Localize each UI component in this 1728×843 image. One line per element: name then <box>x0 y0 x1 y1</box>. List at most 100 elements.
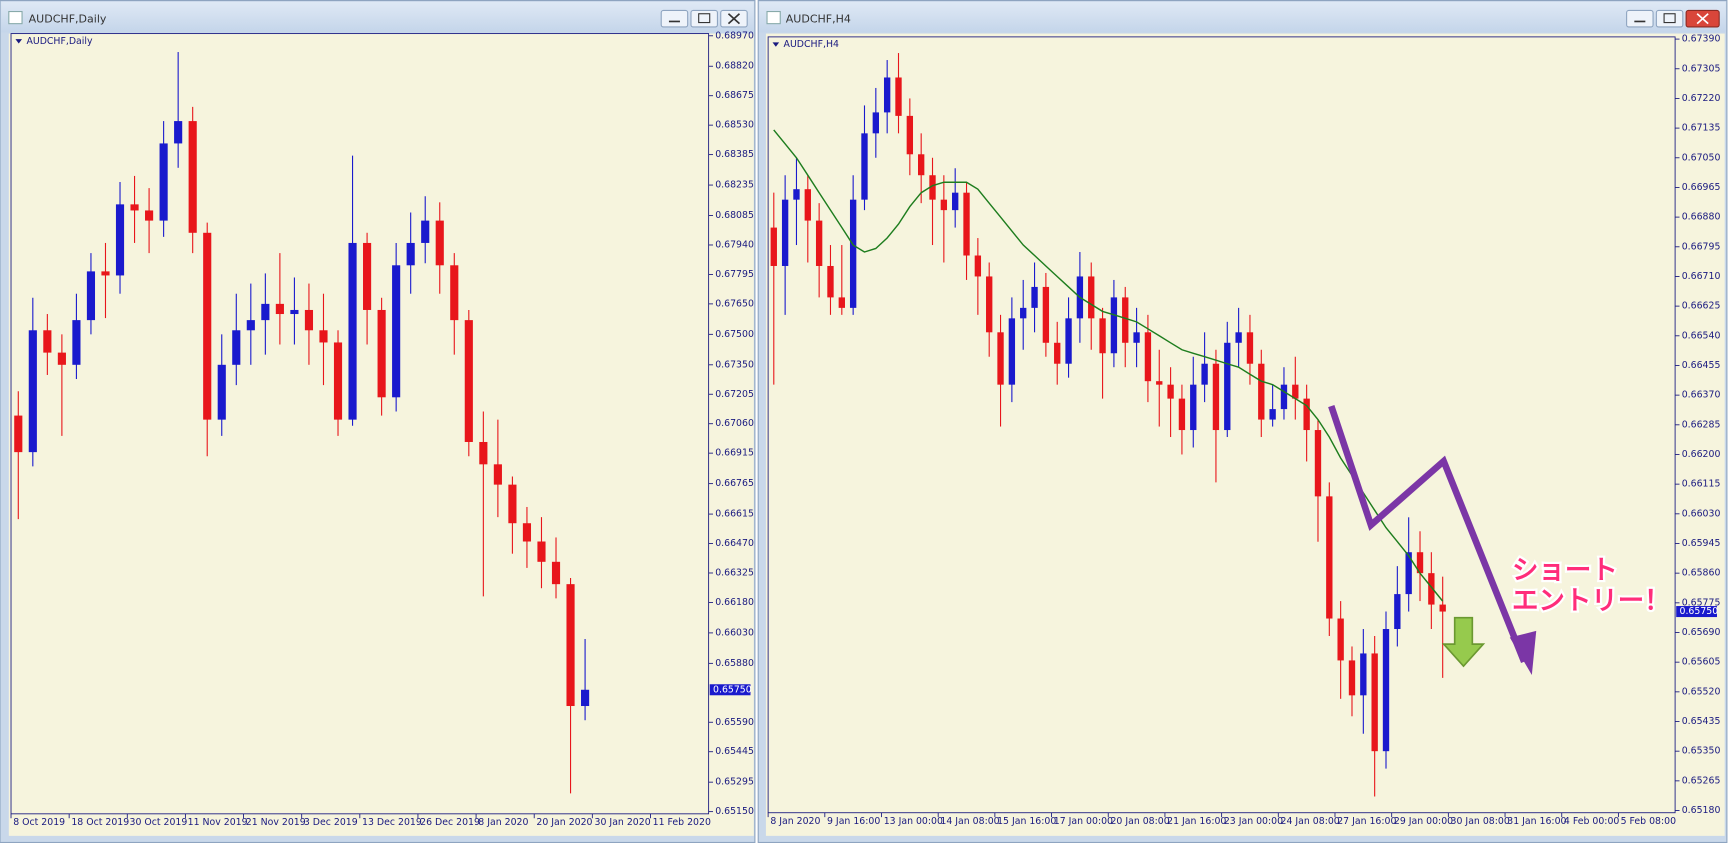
maximize-button[interactable] <box>690 9 718 28</box>
candle-body <box>1212 363 1220 431</box>
minimize-button[interactable] <box>660 9 689 28</box>
candle-body <box>203 232 212 420</box>
y-tick-label: 0.66285 <box>1682 419 1721 430</box>
candle-body <box>1224 342 1231 431</box>
chart: AUDCHF,Daily 0.68970 0.68820 0.68675 0.68530… <box>10 30 754 828</box>
candle-body <box>1065 318 1072 364</box>
x-tick-label: 30 Jan 08:00 <box>1451 816 1510 827</box>
current-price-label: 0.65750 <box>1680 606 1719 617</box>
candle-body <box>217 364 226 420</box>
x-tick-label: 20 Jan 08:00 <box>1110 816 1169 827</box>
y-tick-label: 0.66965 <box>1682 182 1721 193</box>
y-tick-label: 0.66540 <box>1682 330 1721 341</box>
candle-body <box>906 115 914 155</box>
window-buttons[interactable] <box>1626 9 1720 28</box>
x-tick-label: 23 Jan 00:00 <box>1224 816 1283 827</box>
candle-body <box>275 303 284 315</box>
x-tick-label: 15 Jan 16:00 <box>997 816 1056 827</box>
candle-body <box>188 121 197 233</box>
candle-body <box>363 242 372 310</box>
candle-body <box>986 276 993 333</box>
candle-body <box>551 561 561 585</box>
y-tick-label: 0.66915 <box>715 448 754 459</box>
x-tick-label: 13 Dec 2019 <box>362 817 422 828</box>
candle-body <box>479 441 488 465</box>
zigzag-arrow <box>1328 405 1528 663</box>
window-icon <box>766 10 781 25</box>
candle-body <box>581 689 590 707</box>
candle-body <box>1167 384 1174 399</box>
y-tick-label: 0.66795 <box>1682 241 1721 252</box>
x-tick-label: 8 Oct 2019 <box>13 817 65 828</box>
candle-body <box>781 199 789 266</box>
chart-title: AUDCHF,Daily <box>26 36 93 47</box>
window-title: AUDCHF,H4 <box>786 12 851 25</box>
candle-body <box>1326 496 1333 619</box>
arrow-head <box>1509 630 1537 675</box>
y-tick-label: 0.68530 <box>715 120 754 131</box>
annotation-text: エントリー！ <box>1512 586 1671 617</box>
candle-body <box>522 523 532 542</box>
chart: AUDCHF,H4 0.67390 0.67305 0.67220 0.67135 0.6… <box>767 34 1721 827</box>
x-tick-label: 14 Jan 08:00 <box>940 816 999 827</box>
y-tick-label: 0.66115 <box>1682 479 1721 490</box>
x-tick-label: 11 Feb 2020 <box>653 817 711 828</box>
candle-body <box>872 112 880 134</box>
icon <box>1663 13 1676 24</box>
candle-body <box>1246 332 1254 364</box>
y-tick-label: 0.66455 <box>1682 360 1721 371</box>
candle-body <box>145 210 154 221</box>
candle-body <box>1110 297 1118 354</box>
y-tick-label: 0.66615 <box>715 509 754 520</box>
x-tick-label: 30 Oct 2019 <box>129 817 187 828</box>
title-bar <box>759 1 1726 33</box>
y-tick-label: 0.65150 <box>715 806 754 817</box>
candle-body <box>435 220 444 266</box>
x-tick-label: 11 Nov 2019 <box>188 817 248 828</box>
y-tick-label: 0.65880 <box>715 658 754 669</box>
candle-body <box>246 320 255 331</box>
candle-body <box>28 330 37 453</box>
y-tick-label: 0.67050 <box>1682 152 1721 163</box>
y-tick-label: 0.67205 <box>715 389 754 400</box>
window-buttons[interactable] <box>660 9 748 28</box>
maximize-button[interactable] <box>1655 9 1684 28</box>
candle-body <box>861 133 868 200</box>
minimize-button[interactable] <box>1626 9 1654 28</box>
candle-body <box>406 242 415 266</box>
candle-body <box>815 220 823 266</box>
candle-body <box>377 309 386 398</box>
candle-body <box>940 199 948 211</box>
candle-body <box>918 154 925 176</box>
candle-body <box>232 330 241 365</box>
x-tick-label: 29 Jan 00:00 <box>1394 816 1453 827</box>
candle-body <box>1348 660 1356 696</box>
candle-body <box>1439 604 1446 612</box>
candle-body <box>1156 381 1163 385</box>
candle-body <box>304 309 314 331</box>
candle-body <box>101 271 110 276</box>
candle-body <box>1122 297 1129 343</box>
y-tick-label: 0.65775 <box>1682 597 1721 608</box>
y-tick-label: 0.67940 <box>715 239 754 250</box>
y-tick-label: 0.65860 <box>1682 568 1721 579</box>
candle-body <box>1292 384 1299 399</box>
candle-body <box>290 309 299 315</box>
y-tick-label: 0.68235 <box>715 180 754 191</box>
candle-body <box>929 175 936 200</box>
candle-body <box>348 242 357 420</box>
x-tick-label: 8 Jan 2020 <box>770 816 820 827</box>
candle-body <box>1144 332 1152 382</box>
icon <box>727 13 741 25</box>
y-tick-label: 0.65435 <box>1682 716 1721 727</box>
candle-body <box>1190 384 1197 431</box>
candle-body <box>1416 552 1424 574</box>
candle-body <box>333 342 343 420</box>
candle-body <box>130 204 139 211</box>
current-price-box <box>709 684 751 696</box>
x-tick-label: 8 Jan 2020 <box>478 817 528 828</box>
candle-body <box>1394 594 1401 630</box>
x-tick-label: 18 Oct 2019 <box>71 817 129 828</box>
current-price-label: 0.65750 <box>713 684 752 695</box>
x-tick-label: 13 Jan 00:00 <box>884 816 943 827</box>
